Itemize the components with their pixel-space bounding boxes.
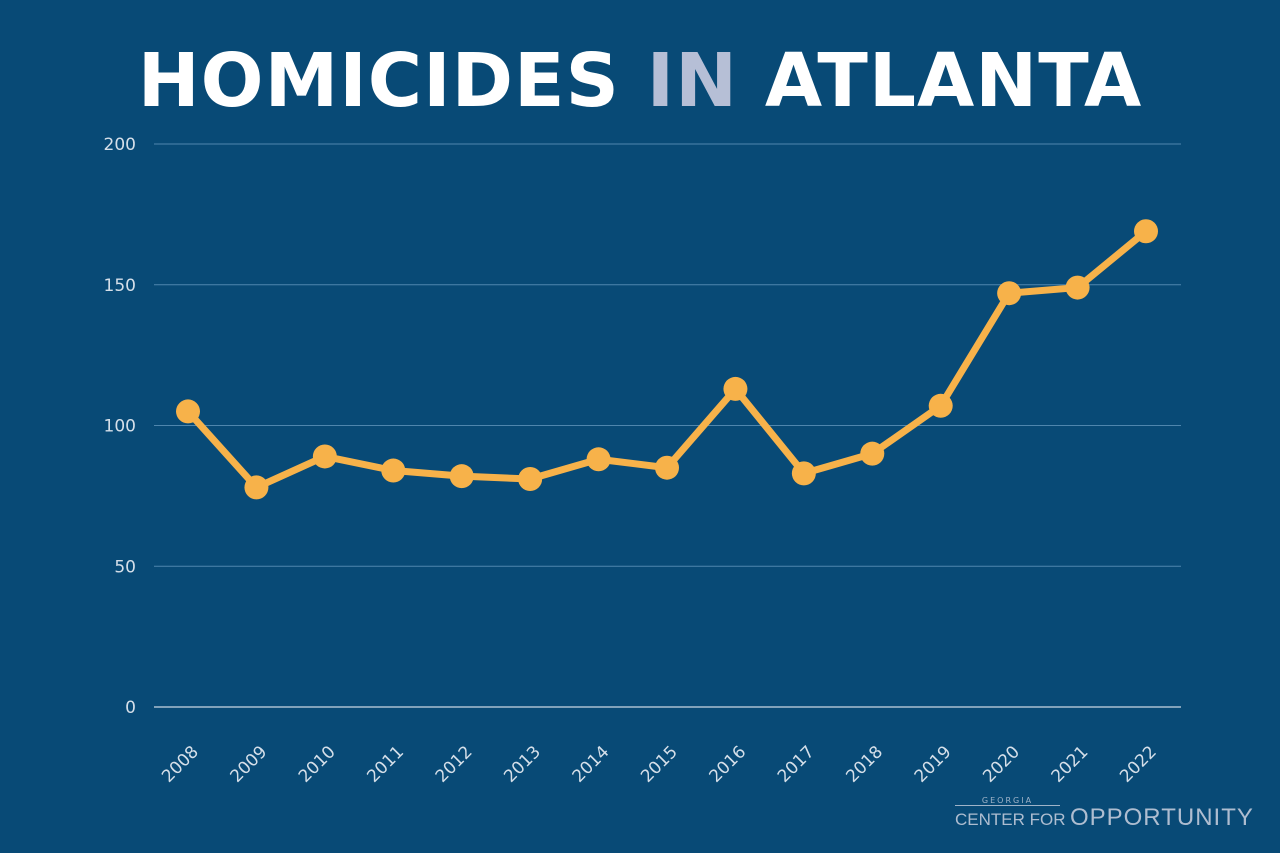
data-point-2021	[1065, 275, 1090, 300]
data-point-2020	[997, 281, 1022, 306]
data-point-2018	[860, 441, 885, 466]
y-axis-ticks: 0 50 100 150 200	[104, 135, 136, 718]
data-point-2011	[381, 458, 406, 483]
x-tick-label-2016: 2016	[706, 742, 751, 787]
data-point-2012	[449, 464, 474, 489]
x-tick-label-2018: 2018	[842, 742, 887, 787]
y-tick-label-200: 200	[104, 135, 136, 155]
title-word-homicides: HOMICIDES	[137, 38, 620, 124]
logo-opportunity: OPPORTUNITY	[1069, 804, 1254, 831]
x-tick-label-2017: 2017	[774, 742, 819, 787]
logo-georgia-center-for-opportunity: GEORGIA CENTER FOR OPPORTUNITY	[955, 796, 1255, 832]
x-tick-label-2014: 2014	[569, 742, 614, 787]
data-point-2016	[723, 376, 748, 401]
x-tick-label-2022: 2022	[1116, 742, 1161, 787]
x-tick-label-2015: 2015	[637, 742, 682, 787]
x-tick-label-2010: 2010	[295, 742, 340, 787]
logo-georgia-text: GEORGIA	[955, 796, 1060, 806]
gridlines	[154, 143, 1181, 708]
x-axis-ticks: 2008 2009 2010 2011 2012 2013 2014 2015 2016 2017…	[158, 742, 1161, 787]
x-tick-label-2012: 2012	[432, 742, 477, 787]
data-point-2015	[655, 455, 679, 480]
chart-title: HOMICIDES IN ATLANTA	[0, 36, 1280, 126]
data-point-2017	[791, 461, 816, 486]
y-tick-label-100: 100	[104, 417, 136, 437]
data-point-2013	[518, 466, 543, 491]
series-homicides	[176, 219, 1158, 500]
logo-main-text: CENTER FOR OPPORTUNITY	[955, 804, 1254, 832]
y-tick-label-150: 150	[104, 276, 136, 296]
y-tick-label-0: 0	[125, 698, 136, 718]
x-tick-label-2021: 2021	[1048, 742, 1093, 787]
x-tick-label-2019: 2019	[911, 742, 956, 787]
data-point-2010	[312, 444, 337, 469]
data-point-2022	[1134, 219, 1158, 244]
x-tick-label-2009: 2009	[227, 742, 272, 787]
data-point-2009	[244, 475, 269, 500]
data-point-2008	[176, 399, 200, 424]
x-tick-label-2011: 2011	[363, 742, 408, 787]
data-point-2019	[928, 393, 953, 418]
data-point-2014	[586, 447, 611, 472]
y-tick-label-50: 50	[114, 557, 136, 577]
x-tick-label-2013: 2013	[500, 742, 545, 787]
x-tick-label-2020: 2020	[979, 742, 1024, 787]
title-word-atlanta: ATLANTA	[764, 38, 1143, 124]
title-word-in: IN	[646, 38, 739, 124]
logo-center-for: CENTER FOR	[955, 810, 1066, 829]
x-tick-label-2008: 2008	[158, 742, 203, 787]
